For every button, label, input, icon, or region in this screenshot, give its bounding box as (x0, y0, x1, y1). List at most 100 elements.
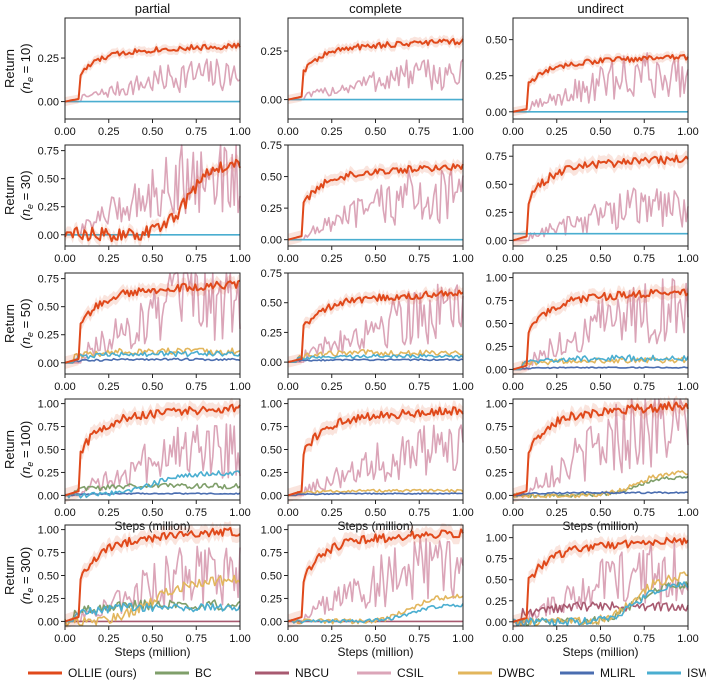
legend-label: ISWBC (687, 666, 706, 680)
row-label-n: (ne = 50) (18, 298, 35, 348)
chart-panel: 0.00 0.25 0.50 0.75 0.00 0.25 0.50 0.75 1.00 (261, 268, 474, 393)
chart-panel: 0.00 0.25 0.50 0.75 1.00 0.00 0.25 0.50 0.75 1.00… (486, 395, 699, 533)
y-tick-label: 0.00 (261, 490, 282, 502)
y-tick-label: 0.00 (486, 235, 507, 247)
row-label: Return(ne = 300) (2, 547, 35, 604)
series-band (288, 285, 463, 368)
series-line (288, 58, 464, 101)
legend-label: OLLIE (ours) (68, 666, 137, 680)
series-line (513, 366, 689, 371)
x-tick-label: 0.75 (186, 507, 207, 519)
x-tick-label: 0.25 (546, 381, 567, 393)
y-tick-label: 0.25 (486, 596, 507, 608)
x-tick-label: 0.50 (142, 253, 163, 265)
x-tick-label: 0.75 (409, 633, 430, 645)
legend-label: CSIL (397, 666, 424, 680)
x-tick-label: 0.50 (590, 507, 611, 519)
x-axis-label: Steps (million) (114, 645, 190, 659)
y-tick-label: 0.00 (38, 616, 59, 628)
y-tick-label: 0.25 (38, 53, 59, 65)
y-tick-label: 0.75 (486, 422, 507, 434)
series-band (513, 283, 688, 376)
series-line (513, 278, 689, 371)
x-tick-label: 0.00 (502, 507, 523, 519)
series-band (65, 274, 240, 370)
chart-panel: 0.00 0.25 0.50 0.75 0.00 0.25 0.50 0.75 1.00 (38, 272, 251, 393)
row-label: Return (ne = 30) (2, 170, 35, 220)
x-tick-label: 0.25 (321, 253, 342, 265)
series-line (287, 163, 464, 241)
y-tick-label: 1.00 (261, 525, 282, 537)
y-tick-label: 1.00 (486, 533, 507, 545)
legend-label: DWBC (498, 666, 535, 680)
legend-item: CSIL (357, 666, 424, 680)
chart-panel: 0.00 0.25 0.50 0.75 0.00 0.25 0.50 0.75 1.00 (261, 140, 474, 265)
plot-frame (287, 17, 464, 120)
row-label-n: (ne = 100) (18, 421, 35, 478)
x-tick-label: 0.75 (634, 633, 655, 645)
x-tick-label: 1.00 (677, 253, 698, 265)
y-tick-label: 0.50 (38, 445, 59, 457)
chart-panel: 0.00 0.25 0.50 0.75 1.00 0.00 0.25 0.50 0.75 1.00… (38, 520, 251, 659)
x-tick-label: 0.00 (54, 507, 75, 519)
column-title: undirect (577, 1, 624, 16)
x-tick-label: 0.75 (186, 381, 207, 393)
series-line (287, 289, 464, 364)
x-tick-label: 0.25 (98, 253, 119, 265)
y-tick-label: 0.00 (38, 490, 59, 502)
row-label-n: (ne = 10) (18, 43, 35, 93)
series-line (65, 482, 241, 497)
x-tick-label: 0.00 (502, 633, 523, 645)
y-tick-label: 0.25 (261, 203, 282, 215)
y-tick-label: 0.25 (486, 71, 507, 83)
x-tick-label: 0.75 (634, 126, 655, 138)
y-tick-label: 0.50 (38, 571, 59, 583)
x-tick-label: 1.00 (677, 633, 698, 645)
y-tick-label: 1.00 (38, 399, 59, 411)
y-tick-label: 0.50 (38, 302, 59, 314)
chart-panel: 0.00 0.25 0.50 0.00 0.25 0.50 0.75 1.00 (486, 17, 699, 138)
series-band (65, 397, 240, 503)
x-tick-label: 1.00 (677, 126, 698, 138)
y-tick-label: 0.00 (261, 235, 282, 247)
x-axis-label: Steps (million) (337, 645, 413, 659)
series-line (65, 599, 241, 623)
legend-item: MLIRL (560, 666, 636, 680)
series-line (65, 58, 241, 103)
legend-label: NBCU (295, 666, 329, 680)
y-tick-label: 0.00 (38, 358, 59, 370)
y-tick-label: 0.50 (486, 319, 507, 331)
legend-item: ISWBC (647, 666, 706, 680)
x-tick-label: 0.75 (634, 253, 655, 265)
legend-item: OLLIE (ours) (28, 666, 137, 680)
series-line (64, 279, 241, 364)
chart-panel: 0.00 0.25 0.50 0.75 1.00 0.00 0.25 0.50 0.75 1.00… (261, 522, 474, 659)
y-tick-label: 0.25 (486, 341, 507, 353)
series-line (288, 353, 464, 363)
series-line (288, 488, 464, 497)
x-tick-label: 0.50 (590, 126, 611, 138)
series-band (288, 400, 463, 503)
y-tick-label: 0.75 (261, 268, 282, 280)
x-tick-label: 1.00 (677, 381, 698, 393)
x-tick-label: 0.00 (277, 126, 298, 138)
y-tick-label: 0.75 (486, 554, 507, 566)
y-tick-label: 0.00 (261, 357, 282, 369)
y-tick-label: 0.75 (38, 274, 59, 286)
x-tick-label: 0.50 (365, 633, 386, 645)
x-tick-label: 0.25 (546, 126, 567, 138)
series-line (65, 602, 241, 623)
x-tick-label: 0.25 (98, 507, 119, 519)
x-tick-label: 0.00 (277, 633, 298, 645)
x-tick-label: 0.25 (546, 253, 567, 265)
x-tick-label: 0.75 (409, 381, 430, 393)
x-tick-label: 0.25 (546, 633, 567, 645)
series-line (288, 283, 464, 363)
series-line (513, 187, 689, 242)
y-tick-label: 0.75 (486, 151, 507, 163)
chart-panel: 0.00 0.25 0.50 0.75 1.00 0.00 0.25 0.50 0.75 1.00… (38, 397, 251, 533)
series-line (512, 54, 689, 113)
y-tick-label: 1.00 (486, 399, 507, 411)
y-tick-label: 0.00 (486, 617, 507, 629)
